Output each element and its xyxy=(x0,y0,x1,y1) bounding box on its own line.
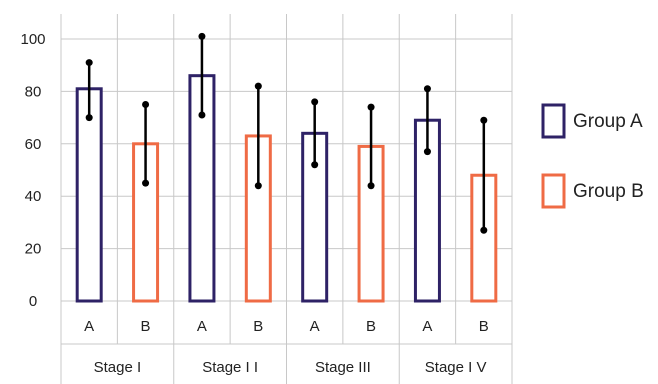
error-cap-low xyxy=(480,226,488,234)
y-tick-label: 40 xyxy=(25,188,42,205)
x-stage-label: Stage I xyxy=(94,359,142,376)
error-cap-low xyxy=(311,161,319,169)
error-cap-low xyxy=(85,114,93,122)
error-cap-low xyxy=(142,179,150,187)
error-cap-high xyxy=(423,85,431,93)
error-cap-low xyxy=(198,111,206,119)
x-category-label: A xyxy=(84,318,94,335)
x-category-label: A xyxy=(197,318,207,335)
error-cap-high xyxy=(311,98,319,106)
y-tick-label: 100 xyxy=(20,31,45,48)
legend-swatch xyxy=(541,173,566,209)
y-tick-label: 0 xyxy=(29,293,37,310)
error-cap-low xyxy=(423,148,431,156)
bar xyxy=(188,74,216,303)
x-category-label: B xyxy=(253,318,263,335)
x-category-label: B xyxy=(141,318,151,335)
bar xyxy=(244,134,272,303)
error-cap-high xyxy=(198,32,206,40)
error-cap-high xyxy=(480,116,488,124)
error-cap-high xyxy=(85,59,93,67)
bar xyxy=(75,87,103,303)
error-cap-high xyxy=(254,82,262,90)
x-category-label: B xyxy=(366,318,376,335)
legend-swatch xyxy=(541,103,566,139)
error-cap-low xyxy=(367,182,375,190)
x-stage-label: Stage I I xyxy=(202,359,258,376)
y-tick-label: 60 xyxy=(25,136,42,153)
legend-label: Group A xyxy=(573,111,643,132)
x-stage-label: Stage I V xyxy=(425,359,487,376)
legend-label: Group B xyxy=(573,181,644,202)
error-cap-high xyxy=(367,103,375,111)
error-cap-high xyxy=(142,101,150,108)
y-tick-label: 80 xyxy=(25,83,42,100)
y-tick-label: 20 xyxy=(25,241,42,258)
x-category-label: B xyxy=(479,318,489,335)
x-category-label: A xyxy=(310,318,320,335)
x-stage-label: Stage III xyxy=(315,359,371,376)
x-category-label: A xyxy=(422,318,432,335)
error-cap-low xyxy=(254,182,262,190)
